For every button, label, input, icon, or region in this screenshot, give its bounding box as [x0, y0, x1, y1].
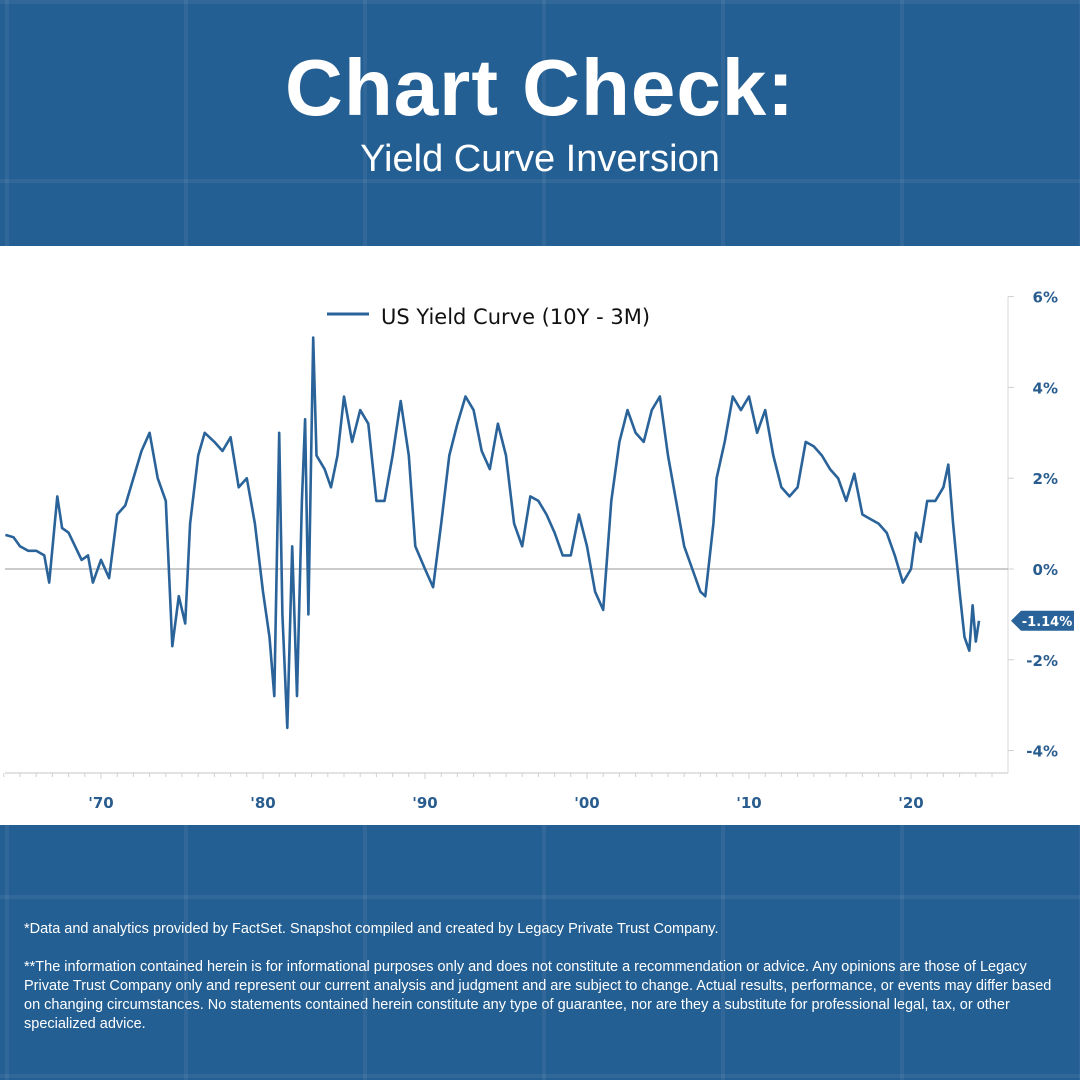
x-tick-label: '70	[88, 794, 113, 812]
y-tick-label: -4%	[1026, 743, 1058, 761]
page-subtitle: Yield Curve Inversion	[360, 138, 720, 180]
chart-panel: 6% 4% 2% 0% -2% -4% '70 '80 '90 '00 '10 '20 US Yield…	[0, 246, 1080, 825]
y-tick-label: 2%	[1033, 470, 1058, 488]
x-tick-label: '20	[898, 794, 923, 812]
y-tick-label: 6%	[1033, 289, 1058, 307]
last-value-flag	[1011, 610, 1074, 631]
x-tick-label: '90	[412, 794, 437, 812]
source-note: *Data and analytics provided by FactSet.…	[24, 921, 719, 937]
last-value-label: -1.14%	[1022, 615, 1073, 630]
y-tick-label: 4%	[1033, 379, 1058, 397]
x-tick-label: '80	[250, 794, 275, 812]
yield-curve-chart: 6% 4% 2% 0% -2% -4% '70 '80 '90 '00 '10 '20 US Yield…	[3, 289, 1074, 812]
series-line-us-yield-curve	[5, 336, 981, 730]
legend-label: US Yield Curve (10Y - 3M)	[381, 305, 650, 329]
page-title: Chart Check:	[285, 43, 795, 132]
disclaimer: **The information contained herein is fo…	[24, 959, 1052, 1032]
x-tick-label: '00	[574, 794, 599, 812]
y-tick-label: 0%	[1033, 561, 1058, 579]
footer: *Data and analytics provided by FactSet.…	[24, 920, 1064, 1053]
y-tick-label: -2%	[1026, 652, 1058, 670]
x-tick-label: '10	[736, 794, 761, 812]
